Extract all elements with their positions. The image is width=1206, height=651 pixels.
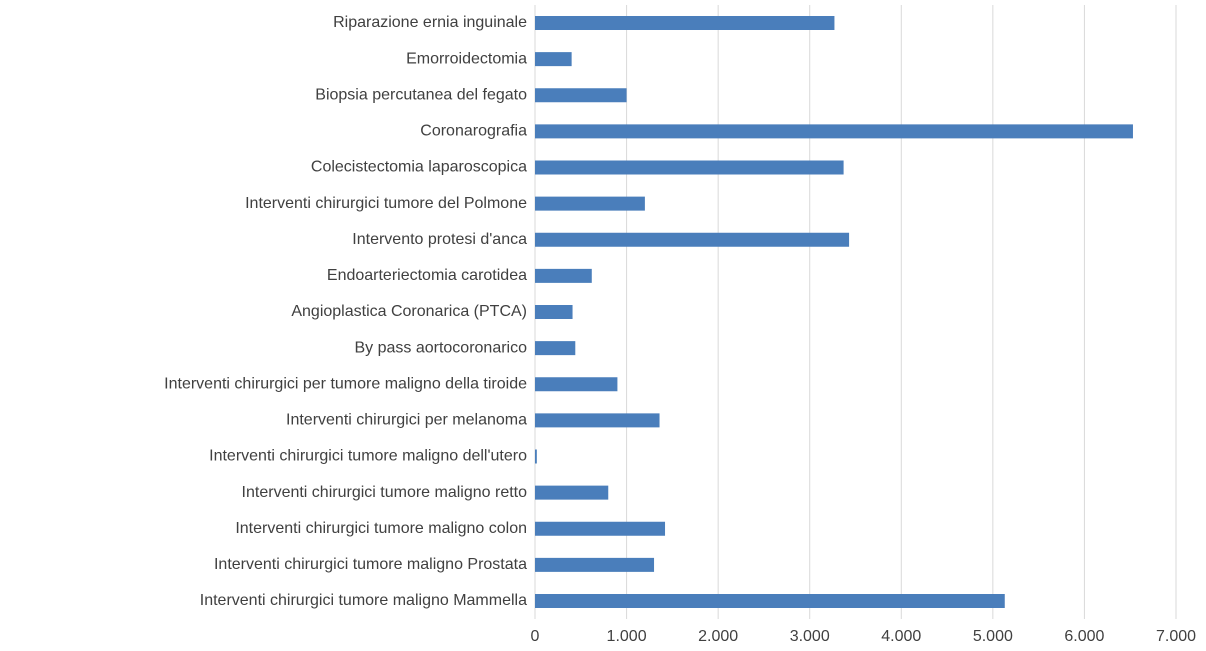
bar <box>535 124 1133 139</box>
bar <box>535 305 573 319</box>
x-tick-label: 0 <box>531 628 540 645</box>
y-tick-label: Interventi chirurgici tumore maligno col… <box>235 520 527 537</box>
y-tick-label: Coronarografia <box>420 123 527 140</box>
y-tick-label: Colecistectomia laparoscopica <box>311 159 527 176</box>
bar <box>535 413 660 428</box>
y-tick-label: Interventi chirurgici per tumore maligno… <box>164 375 527 392</box>
bar <box>535 88 627 103</box>
bar <box>535 160 844 175</box>
x-tick-label: 2.000 <box>698 628 738 645</box>
x-tick-label: 4.000 <box>881 628 921 645</box>
x-tick-label: 5.000 <box>973 628 1013 645</box>
bar <box>535 485 609 500</box>
bar <box>535 557 655 572</box>
y-tick-label: Interventi chirurgici tumore maligno Mam… <box>200 592 527 609</box>
y-tick-label: By pass aortocoronarico <box>354 339 527 356</box>
bar <box>535 449 537 464</box>
bar <box>535 521 666 536</box>
y-tick-label: Endoarteriectomia carotidea <box>327 267 527 284</box>
x-tick-label: 7.000 <box>1156 628 1196 645</box>
bar <box>535 377 618 392</box>
bar <box>535 268 592 283</box>
bar <box>535 594 1005 608</box>
y-tick-label: Intervento protesi d'anca <box>352 231 527 248</box>
y-tick-label: Emorroidectomia <box>406 50 527 67</box>
bar <box>535 341 576 356</box>
x-tick-label: 3.000 <box>790 628 830 645</box>
bar <box>535 16 835 30</box>
bar <box>535 196 645 211</box>
y-tick-label: Riparazione ernia inguinale <box>333 14 527 31</box>
bar <box>535 52 572 67</box>
x-tick-label: 1.000 <box>607 628 647 645</box>
y-tick-label: Interventi chirurgici per melanoma <box>286 412 527 429</box>
bar <box>535 232 850 247</box>
y-tick-label: Interventi chirurgici tumore maligno ret… <box>242 484 528 501</box>
y-tick-label: Interventi chirurgici tumore del Polmone <box>245 195 527 212</box>
y-tick-label: Angioplastica Coronarica (PTCA) <box>291 303 527 320</box>
x-tick-label: 6.000 <box>1064 628 1104 645</box>
y-tick-label: Interventi chirurgici tumore maligno Pro… <box>214 556 527 573</box>
y-tick-label: Interventi chirurgici tumore maligno del… <box>209 448 527 465</box>
y-tick-label: Biopsia percutanea del fegato <box>315 86 527 103</box>
